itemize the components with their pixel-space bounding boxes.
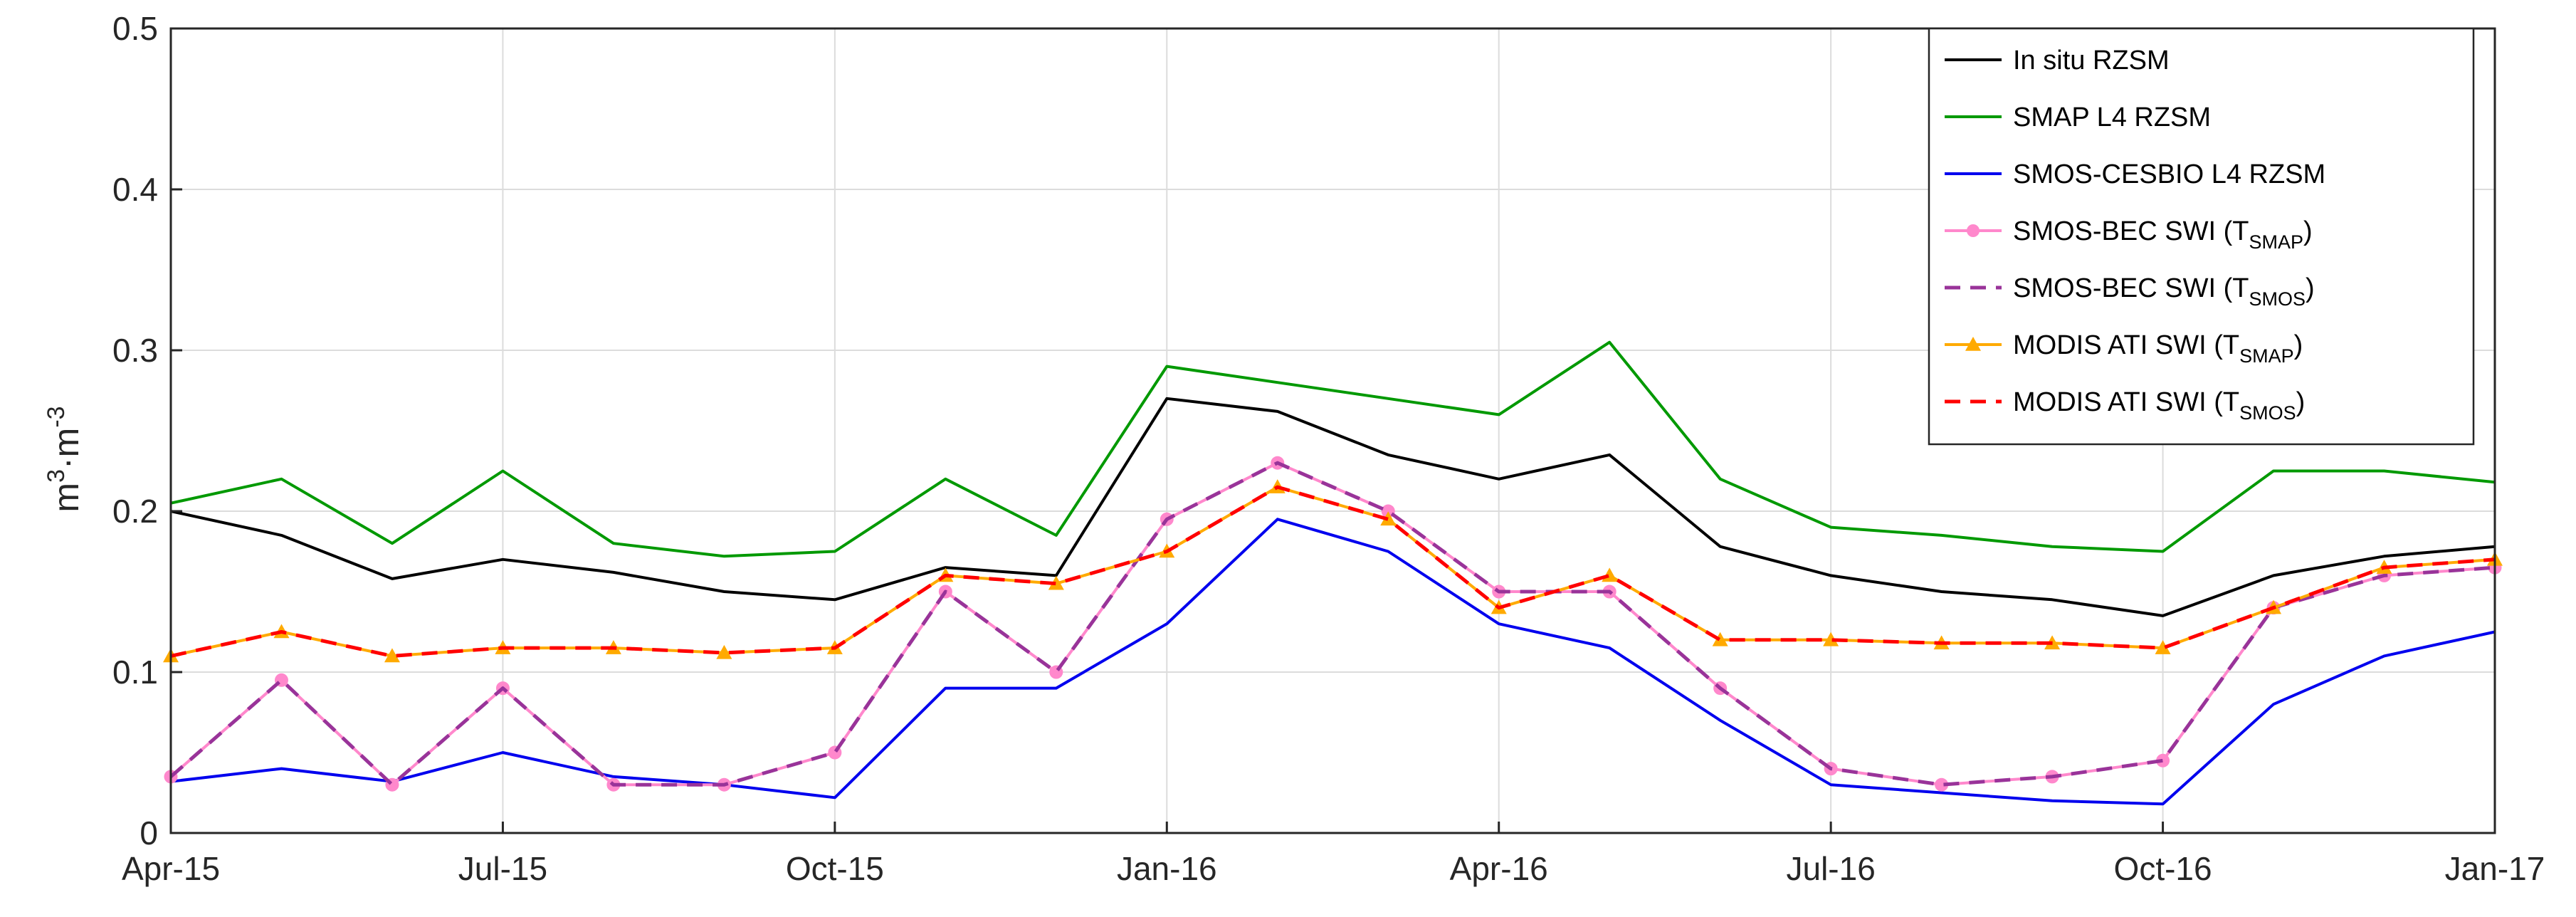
legend-label-main: SMOS-BEC SWI (T <box>2013 216 2249 246</box>
x-tick-label: Apr-16 <box>1450 850 1548 887</box>
legend-label-main: SMAP L4 RZSM <box>2013 103 2211 132</box>
y-tick-label: 0.1 <box>112 654 158 691</box>
legend-marker <box>1967 224 1980 237</box>
legend-label: SMOS-CESBIO L4 RZSM <box>2013 159 2325 189</box>
legend-label: SMOS-BEC SWI (TSMAP) <box>2013 216 2313 253</box>
legend-label-tail: ) <box>2294 330 2303 360</box>
y-label-exp1: 3 <box>43 469 70 483</box>
legend-label: SMAP L4 RZSM <box>2013 103 2211 132</box>
legend-entry: SMOS-BEC SWI (TSMOS) <box>1945 273 2315 310</box>
legend-label-tail: ) <box>2303 216 2313 246</box>
legend-entry: SMOS-CESBIO L4 RZSM <box>1945 159 2325 189</box>
legend-label-main: MODIS ATI SWI (T <box>2013 387 2239 417</box>
y-tick-label: 0.2 <box>112 493 158 530</box>
legend-label-sub: SMAP <box>2239 345 2294 367</box>
series-line <box>170 485 2496 658</box>
data-point <box>384 648 400 663</box>
data-point <box>1712 632 1728 646</box>
series-line <box>170 518 2496 806</box>
legend-label: SMOS-BEC SWI (TSMOS) <box>2013 273 2315 310</box>
x-tick-label: Jan-16 <box>1117 850 1217 887</box>
legend-label: MODIS ATI SWI (TSMAP) <box>2013 330 2303 367</box>
y-tick-label: 0.4 <box>112 171 158 208</box>
legend-label-main: MODIS ATI SWI (T <box>2013 330 2239 360</box>
series-layer <box>163 340 2503 806</box>
y-axis-ticks: 0 0.1 0.2 0.3 0.4 0.5 <box>112 10 182 852</box>
legend-label-sub: SMOS <box>2249 288 2306 310</box>
legend-entry: MODIS ATI SWI (TSMOS) <box>1945 387 2305 424</box>
legend-label-main: In situ RZSM <box>2013 46 2170 75</box>
legend-label-sub: SMAP <box>2249 231 2303 253</box>
data-point <box>2155 640 2171 654</box>
legend-entry: SMOS-BEC SWI (TSMAP) <box>1945 216 2313 253</box>
legend-box <box>1928 27 2475 446</box>
legend-entry: MODIS ATI SWI (TSMAP) <box>1945 330 2303 367</box>
series-line <box>170 340 2496 558</box>
x-axis-ticks: Apr-15 Jul-15 Oct-15 Jan-16 Apr-16 Jul-16 Oct-… <box>122 822 2545 887</box>
axes <box>169 27 2496 834</box>
x-tick-label: Oct-16 <box>2114 850 2212 887</box>
y-axis-label: m3·m-3 <box>43 406 86 512</box>
series-6 <box>170 485 2496 658</box>
series-4 <box>169 461 2496 787</box>
y-label-base1: m <box>46 483 86 513</box>
x-tick-label: Jul-15 <box>458 850 547 887</box>
x-tick-label: Apr-15 <box>122 850 220 887</box>
data-point <box>1823 632 1839 646</box>
legend-label: MODIS ATI SWI (TSMOS) <box>2013 387 2305 424</box>
series-line <box>170 397 2496 617</box>
y-tick-label: 0 <box>140 814 158 852</box>
series-2 <box>170 518 2496 806</box>
series-1 <box>170 340 2496 558</box>
legend-label-sub: SMOS <box>2239 402 2296 424</box>
data-point <box>716 644 732 659</box>
legend-label-main: SMOS-CESBIO L4 RZSM <box>2013 159 2325 189</box>
legend-marker <box>1965 337 1981 351</box>
data-point <box>1048 575 1064 590</box>
series-line <box>169 461 2496 787</box>
x-tick-label: Jan-17 <box>2445 850 2545 887</box>
y-tick-label: 0.5 <box>112 10 158 47</box>
legend-entry: In situ RZSM <box>1945 46 2170 75</box>
legend-label-tail: ) <box>2296 387 2306 417</box>
legend-label-tail: ) <box>2306 273 2315 303</box>
y-label-exp2: -3 <box>43 406 70 427</box>
y-tick-label: 0.3 <box>112 332 158 369</box>
x-tick-label: Jul-16 <box>1786 850 1875 887</box>
legend-label: In situ RZSM <box>2013 46 2170 75</box>
legend: In situ RZSM SMAP L4 RZSM SMOS-CESBIO L4 R… <box>1928 27 2475 446</box>
legend-entry: SMAP L4 RZSM <box>1945 103 2211 132</box>
y-label-mid: ·m <box>46 428 86 469</box>
series-0 <box>170 397 2496 617</box>
x-tick-label: Oct-15 <box>786 850 884 887</box>
axes-box <box>169 27 2496 834</box>
legend-label-main: SMOS-BEC SWI (T <box>2013 273 2249 303</box>
